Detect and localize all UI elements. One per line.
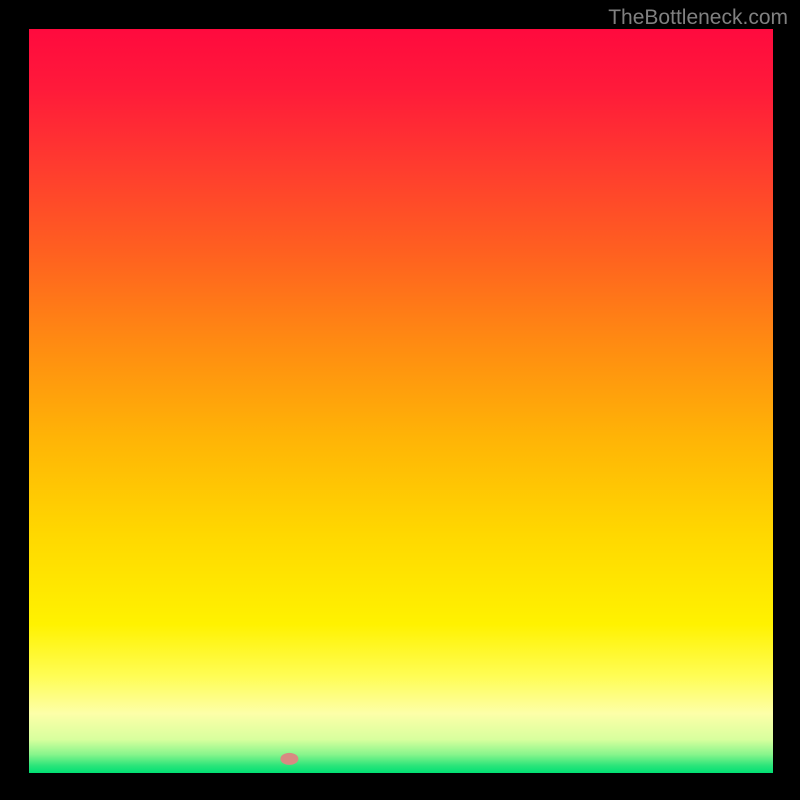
bottleneck-plot	[0, 0, 800, 800]
min-marker	[280, 753, 298, 765]
chart-container: TheBottleneck.com	[0, 0, 800, 800]
plot-background	[29, 29, 773, 773]
watermark-text: TheBottleneck.com	[608, 6, 788, 30]
